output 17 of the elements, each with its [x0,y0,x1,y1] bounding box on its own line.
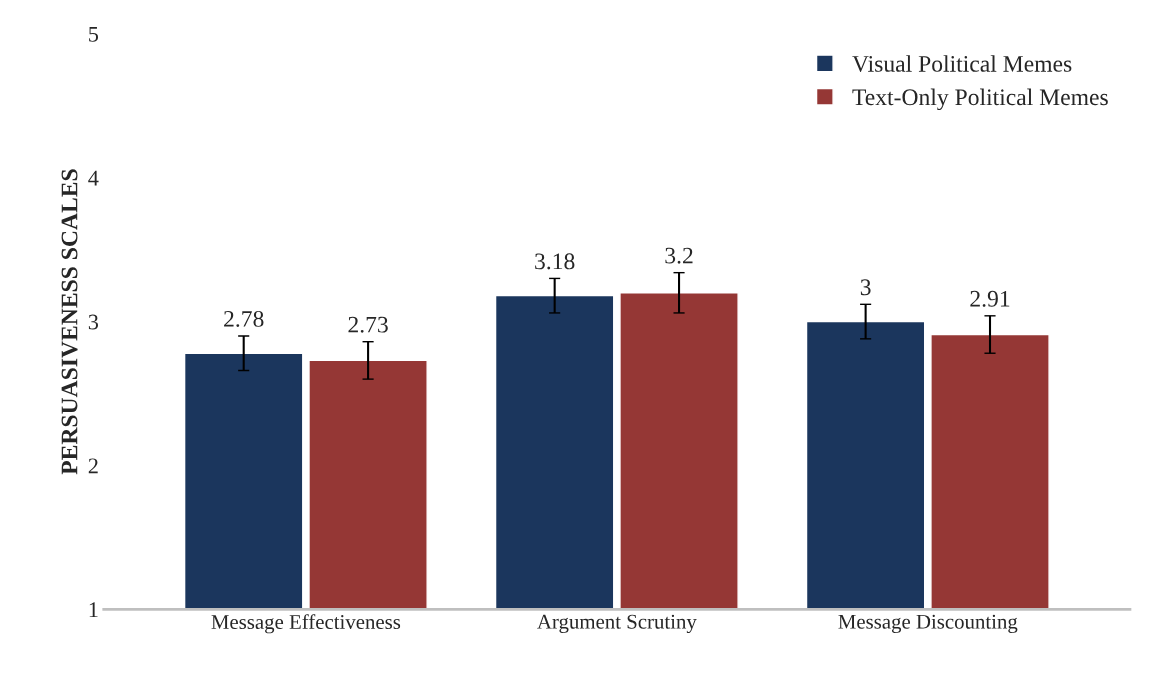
data-label: 3.18 [535,253,575,270]
data-label: 2.73 [348,316,388,333]
x-tick-label: Message Discounting [838,614,1018,634]
data-label: 3.2 [665,247,693,264]
y-axis-title: PERSUASIVENESS SCALES [61,169,78,475]
x-tick-label: Message Effectiveness [211,614,401,634]
data-label: 2.91 [970,290,1010,307]
legend-label: Text-Only Political Memes [852,88,1108,111]
data-label: 2.78 [224,310,264,327]
x-tick-label: Argument Scrutiny [537,614,697,634]
data-label: 3 [860,279,871,296]
y-tick-label: 3 [88,314,99,330]
legend-label: Visual Political Memes [852,55,1072,72]
y-tick-label: 5 [89,27,99,42]
y-tick-label: 2 [88,458,98,474]
y-tick-label: 1 [89,602,98,618]
y-tick-label: 4 [88,170,99,186]
